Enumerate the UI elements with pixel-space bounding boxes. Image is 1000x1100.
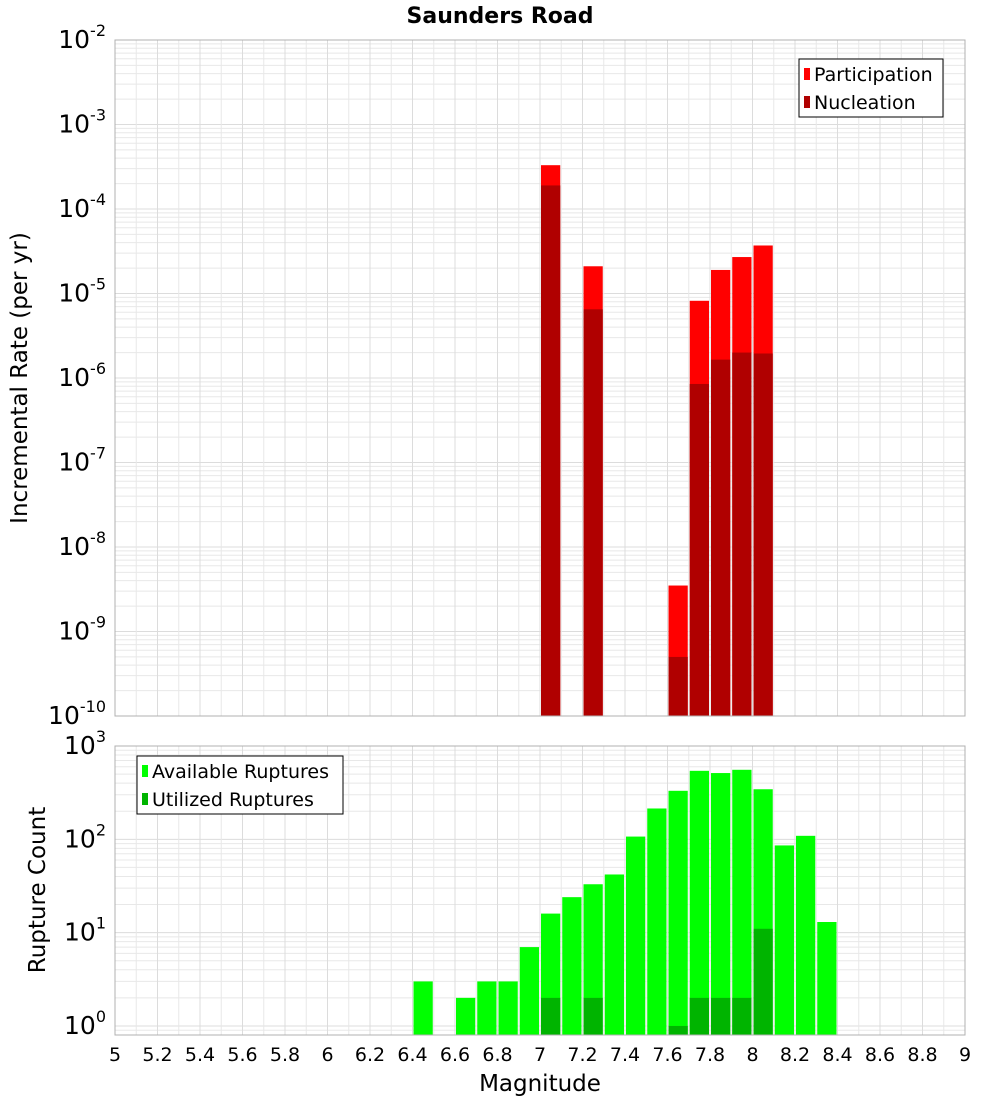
top-y-axis-label: Incremental Rate (per yr) bbox=[7, 232, 33, 524]
x-tick-label: 7.4 bbox=[610, 1044, 640, 1066]
bar-utilized-ruptures bbox=[668, 1025, 688, 1035]
plot-frame bbox=[114, 39, 966, 717]
bar-available-ruptures bbox=[456, 997, 476, 1035]
bar-available-ruptures bbox=[583, 884, 603, 1035]
bar-available-ruptures bbox=[711, 773, 731, 1035]
x-tick-label: 5.2 bbox=[142, 1044, 172, 1066]
bar-available-ruptures bbox=[604, 874, 624, 1035]
bar-available-ruptures bbox=[732, 769, 752, 1035]
y-tick-label: 10-2 bbox=[58, 21, 106, 54]
y-tick-label: 103 bbox=[64, 727, 106, 760]
legend-entry-label: Available Ruptures bbox=[152, 761, 329, 783]
y-tick-label: 10-9 bbox=[58, 613, 106, 646]
bar-available-ruptures bbox=[562, 897, 582, 1035]
bar-utilized-ruptures bbox=[689, 997, 709, 1035]
legend: Participation Nucleation bbox=[798, 58, 944, 118]
legend-box bbox=[136, 755, 344, 815]
y-tick-label: 10-10 bbox=[48, 697, 106, 730]
x-tick-label: 8.2 bbox=[780, 1044, 810, 1066]
x-tick-label: 7.2 bbox=[567, 1044, 597, 1066]
bar-available-ruptures bbox=[477, 981, 497, 1035]
legend-entry-label: Nucleation bbox=[814, 92, 916, 114]
bar-available-ruptures bbox=[817, 922, 837, 1035]
x-tick-label: 6.8 bbox=[482, 1044, 512, 1066]
bar-available-ruptures bbox=[519, 947, 539, 1035]
bar-available-ruptures bbox=[668, 790, 688, 1035]
x-tick-label: 5.4 bbox=[185, 1044, 215, 1066]
y-tick-label: 100 bbox=[64, 1007, 106, 1040]
legend-swatch bbox=[804, 96, 810, 108]
legend-swatch bbox=[142, 793, 148, 805]
bar-available-ruptures bbox=[498, 981, 518, 1035]
bar-utilized-ruptures bbox=[732, 997, 752, 1035]
plot-frame bbox=[114, 745, 966, 1036]
legend-entry-label: Participation bbox=[814, 64, 933, 86]
bar-nucleation bbox=[541, 185, 561, 717]
x-tick-label: 5.8 bbox=[270, 1044, 300, 1066]
x-tick-label: 5 bbox=[109, 1044, 121, 1066]
legend: Available Ruptures Utilized Ruptures bbox=[136, 755, 344, 815]
bar-available-ruptures bbox=[647, 808, 667, 1035]
bar-available-ruptures bbox=[796, 835, 816, 1035]
y-tick-label: 10-4 bbox=[58, 190, 106, 223]
bar-utilized-ruptures bbox=[711, 997, 731, 1035]
top-plot-area: 10-10 10-9 10-8 10-7 10-6 10-5 10-4 10-3 10-2 Par… bbox=[48, 21, 966, 730]
x-tick-label: 6.4 bbox=[397, 1044, 427, 1066]
y-tick-label: 101 bbox=[64, 914, 106, 947]
y-tick-label: 10-3 bbox=[58, 106, 106, 139]
bottom-y-axis-label: Rupture Count bbox=[25, 807, 51, 973]
x-tick-label: 6.2 bbox=[355, 1044, 385, 1066]
y-tick-label: 10-8 bbox=[58, 528, 106, 561]
y-tick-label: 102 bbox=[64, 820, 106, 853]
bar-available-ruptures bbox=[626, 836, 646, 1035]
x-tick-label: 8.8 bbox=[907, 1044, 937, 1066]
x-tick-label: 5.6 bbox=[227, 1044, 257, 1066]
legend-box bbox=[798, 58, 944, 118]
legend-entry-label: Utilized Ruptures bbox=[152, 789, 314, 811]
y-tick-label: 10-6 bbox=[58, 359, 106, 392]
x-tick-label: 8.6 bbox=[865, 1044, 895, 1066]
bar-utilized-ruptures bbox=[541, 997, 561, 1035]
x-tick-label: 7 bbox=[534, 1044, 546, 1066]
bar-nucleation bbox=[668, 656, 688, 716]
bar-nucleation bbox=[753, 353, 773, 716]
bar-available-ruptures bbox=[413, 981, 433, 1035]
x-tick-label: 7.8 bbox=[695, 1044, 725, 1066]
bar-nucleation bbox=[732, 352, 752, 716]
legend-swatch bbox=[804, 68, 810, 80]
x-tick-label: 6.6 bbox=[440, 1044, 470, 1066]
legend-swatch bbox=[142, 765, 148, 777]
x-tick-label: 8 bbox=[746, 1044, 758, 1066]
x-tick-label: 7.6 bbox=[652, 1044, 682, 1066]
bar-utilized-ruptures bbox=[583, 997, 603, 1035]
bar-nucleation bbox=[583, 309, 603, 716]
x-axis-label: Magnitude bbox=[479, 1071, 601, 1097]
bar-available-ruptures bbox=[689, 770, 709, 1035]
x-tick-label: 9 bbox=[959, 1044, 971, 1066]
x-tick-label: 6 bbox=[321, 1044, 333, 1066]
chart-title: Saunders Road bbox=[407, 4, 594, 29]
y-tick-label: 10-5 bbox=[58, 275, 106, 308]
bar-nucleation bbox=[711, 359, 731, 716]
x-tick-label: 8.4 bbox=[822, 1044, 852, 1066]
bar-available-ruptures bbox=[774, 845, 794, 1035]
bar-nucleation bbox=[689, 383, 709, 716]
y-tick-label: 10-7 bbox=[58, 444, 106, 477]
bar-utilized-ruptures bbox=[753, 928, 773, 1035]
